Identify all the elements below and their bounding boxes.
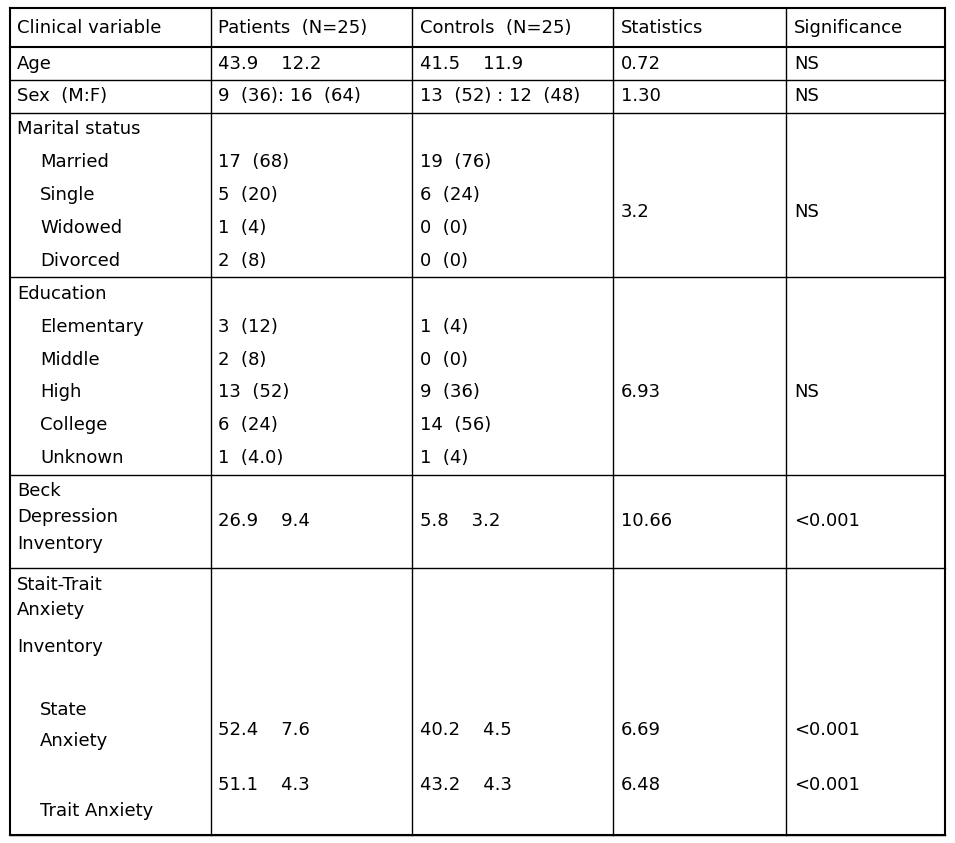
Text: 5.8    3.2: 5.8 3.2 <box>419 513 500 530</box>
Text: 9  (36): 16  (64): 9 (36): 16 (64) <box>219 88 361 105</box>
Text: 0  (0): 0 (0) <box>419 351 468 368</box>
Text: 41.5    11.9: 41.5 11.9 <box>419 55 522 72</box>
Text: Middle: Middle <box>40 351 99 368</box>
Text: 17  (68): 17 (68) <box>219 153 289 171</box>
Text: NS: NS <box>794 202 818 221</box>
Text: NS: NS <box>794 384 818 401</box>
Text: 2  (8): 2 (8) <box>219 351 266 368</box>
Text: Widowed: Widowed <box>40 219 122 237</box>
Text: 0  (0): 0 (0) <box>419 252 468 270</box>
Text: 13  (52): 13 (52) <box>219 384 289 401</box>
Text: <0.001: <0.001 <box>794 776 860 793</box>
Text: Clinical variable: Clinical variable <box>17 19 161 37</box>
Text: 5  (20): 5 (20) <box>219 186 278 204</box>
Text: Significance: Significance <box>794 19 903 37</box>
Text: Unknown: Unknown <box>40 449 123 467</box>
Text: College: College <box>40 416 108 434</box>
Text: 3.2: 3.2 <box>621 202 649 221</box>
Text: Elementary: Elementary <box>40 318 144 336</box>
Text: 6  (24): 6 (24) <box>419 186 479 204</box>
Text: 1  (4): 1 (4) <box>219 219 266 237</box>
Text: 52.4    7.6: 52.4 7.6 <box>219 721 310 739</box>
Text: 13  (52) : 12  (48): 13 (52) : 12 (48) <box>419 88 580 105</box>
Text: Controls  (N=25): Controls (N=25) <box>419 19 571 37</box>
Text: 2  (8): 2 (8) <box>219 252 266 270</box>
Text: 40.2    4.5: 40.2 4.5 <box>419 721 511 739</box>
Text: <0.001: <0.001 <box>794 513 860 530</box>
Text: Marital status: Marital status <box>17 121 140 138</box>
Text: Sex  (M:F): Sex (M:F) <box>17 88 107 105</box>
Text: 0  (0): 0 (0) <box>419 219 468 237</box>
Text: Beck: Beck <box>17 481 61 500</box>
Text: 19  (76): 19 (76) <box>419 153 491 171</box>
Text: NS: NS <box>794 55 818 72</box>
Text: Anxiety: Anxiety <box>17 601 85 619</box>
Text: 10.66: 10.66 <box>621 513 672 530</box>
Text: Age: Age <box>17 55 53 72</box>
Text: 43.9    12.2: 43.9 12.2 <box>219 55 322 72</box>
Text: <0.001: <0.001 <box>794 721 860 739</box>
Text: 14  (56): 14 (56) <box>419 416 491 434</box>
Text: Trait Anxiety: Trait Anxiety <box>40 802 154 820</box>
Text: Education: Education <box>17 285 107 303</box>
Text: 26.9    9.4: 26.9 9.4 <box>219 513 310 530</box>
Text: 6.93: 6.93 <box>621 384 661 401</box>
Text: 51.1    4.3: 51.1 4.3 <box>219 776 310 793</box>
Text: Depression: Depression <box>17 508 118 526</box>
Text: High: High <box>40 384 81 401</box>
Text: Inventory: Inventory <box>17 638 103 656</box>
Text: 6.69: 6.69 <box>621 721 661 739</box>
Text: 1  (4.0): 1 (4.0) <box>219 449 284 467</box>
Text: NS: NS <box>794 88 818 105</box>
Text: Inventory: Inventory <box>17 534 103 553</box>
Text: Single: Single <box>40 186 96 204</box>
Text: Divorced: Divorced <box>40 252 120 270</box>
Text: Statistics: Statistics <box>621 19 703 37</box>
Text: 3  (12): 3 (12) <box>219 318 278 336</box>
Text: State: State <box>40 701 88 719</box>
Text: Anxiety: Anxiety <box>40 732 108 750</box>
Text: 6  (24): 6 (24) <box>219 416 278 434</box>
Text: Patients  (N=25): Patients (N=25) <box>219 19 368 37</box>
Text: 6.48: 6.48 <box>621 776 661 793</box>
Text: 1  (4): 1 (4) <box>419 318 468 336</box>
Text: 1  (4): 1 (4) <box>419 449 468 467</box>
Text: Married: Married <box>40 153 109 171</box>
Text: 9  (36): 9 (36) <box>419 384 479 401</box>
Text: Stait-Trait: Stait-Trait <box>17 576 103 594</box>
Text: 1.30: 1.30 <box>621 88 661 105</box>
Text: 0.72: 0.72 <box>621 55 661 72</box>
Text: 43.2    4.3: 43.2 4.3 <box>419 776 512 793</box>
